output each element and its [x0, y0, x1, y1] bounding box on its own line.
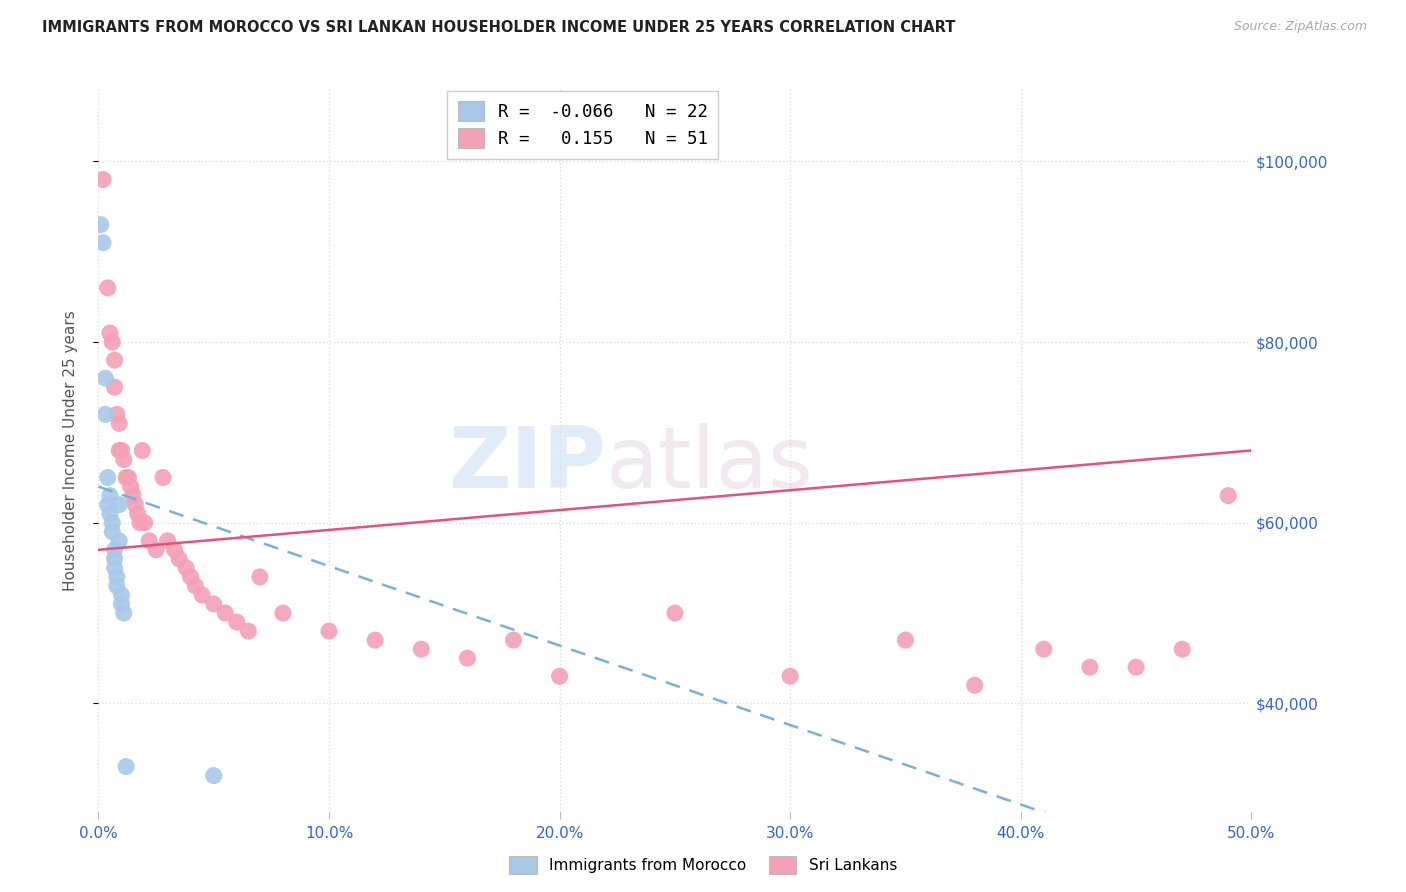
Point: [364, 633, 387, 648]
Text: Source: ZipAtlas.com: Source: ZipAtlas.com: [1233, 20, 1367, 33]
Legend: R =  -0.066   N = 22, R =   0.155   N = 51: R = -0.066 N = 22, R = 0.155 N = 51: [447, 91, 718, 159]
Point: [98, 326, 121, 340]
Point: [91, 235, 114, 250]
Point: [97, 498, 120, 512]
Point: [138, 533, 160, 548]
Point: [152, 470, 174, 484]
Point: [108, 417, 131, 431]
Point: [129, 516, 152, 530]
Text: ZIP: ZIP: [449, 424, 606, 507]
Point: [97, 281, 120, 295]
Point: [103, 353, 125, 368]
Point: [101, 524, 124, 539]
Point: [110, 443, 132, 458]
Point: [103, 542, 125, 557]
Text: IMMIGRANTS FROM MOROCCO VS SRI LANKAN HOUSEHOLDER INCOME UNDER 25 YEARS CORRELAT: IMMIGRANTS FROM MOROCCO VS SRI LANKAN HO…: [42, 20, 956, 35]
Point: [167, 551, 190, 566]
Point: [122, 489, 145, 503]
Point: [1078, 660, 1101, 674]
Point: [112, 606, 135, 620]
Point: [112, 452, 135, 467]
Point: [103, 380, 125, 394]
Point: [664, 606, 686, 620]
Point: [184, 579, 207, 593]
Point: [98, 507, 121, 521]
Point: [214, 606, 236, 620]
Point: [124, 498, 146, 512]
Point: [131, 443, 153, 458]
Point: [548, 669, 571, 683]
Text: atlas: atlas: [606, 424, 814, 507]
Point: [110, 597, 132, 611]
Point: [963, 678, 986, 692]
Point: [191, 588, 214, 602]
Point: [1125, 660, 1147, 674]
Point: [110, 588, 132, 602]
Point: [103, 561, 125, 575]
Point: [1171, 642, 1194, 657]
Point: [105, 570, 128, 584]
Point: [94, 371, 117, 385]
Point: [108, 443, 131, 458]
Point: [238, 624, 260, 639]
Point: [120, 480, 142, 494]
Point: [105, 407, 128, 421]
Point: [318, 624, 340, 639]
Point: [779, 669, 801, 683]
Point: [225, 615, 247, 629]
Point: [105, 579, 128, 593]
Point: [134, 516, 156, 530]
Point: [456, 651, 478, 665]
Point: [145, 542, 167, 557]
Point: [249, 570, 271, 584]
Point: [1218, 489, 1240, 503]
Y-axis label: Householder Income Under 25 years: Householder Income Under 25 years: [63, 310, 77, 591]
Point: [97, 470, 120, 484]
Point: [103, 551, 125, 566]
Point: [180, 570, 202, 584]
Point: [202, 597, 225, 611]
Point: [174, 561, 197, 575]
Point: [101, 334, 124, 349]
Point: [94, 407, 117, 421]
Point: [117, 470, 139, 484]
Point: [108, 498, 131, 512]
Point: [115, 470, 138, 484]
Point: [271, 606, 294, 620]
Point: [163, 542, 186, 557]
Point: [502, 633, 524, 648]
Point: [98, 489, 121, 503]
Point: [411, 642, 433, 657]
Point: [127, 507, 149, 521]
Point: [115, 759, 138, 773]
Point: [202, 769, 225, 783]
Point: [91, 172, 114, 186]
Point: [90, 218, 112, 232]
Legend: Immigrants from Morocco, Sri Lankans: Immigrants from Morocco, Sri Lankans: [503, 850, 903, 880]
Point: [108, 533, 131, 548]
Point: [101, 516, 124, 530]
Point: [1032, 642, 1054, 657]
Point: [894, 633, 917, 648]
Point: [156, 533, 179, 548]
